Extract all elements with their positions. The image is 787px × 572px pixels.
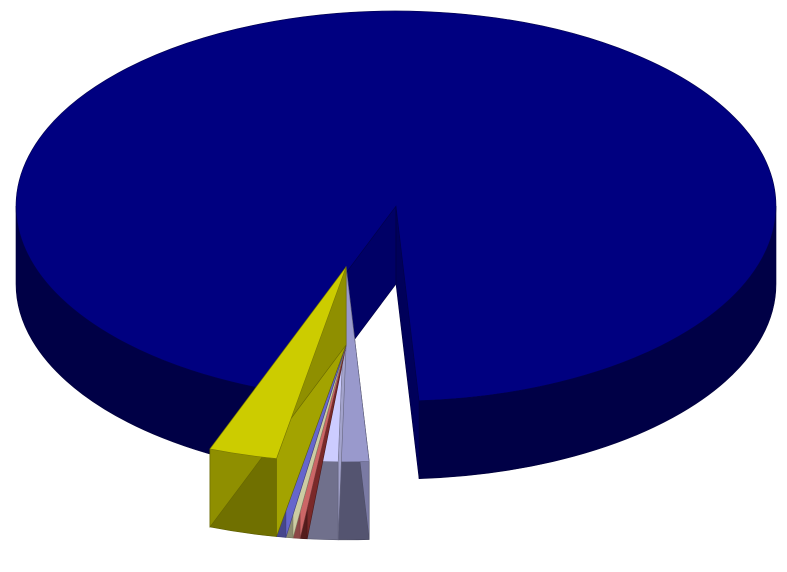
pie-slice-7 xyxy=(209,265,347,537)
pie-slice-top-7 xyxy=(209,266,347,459)
pie-sides xyxy=(15,10,777,541)
pie-slice-top-0 xyxy=(15,10,777,401)
pie-slice-0 xyxy=(15,10,777,479)
